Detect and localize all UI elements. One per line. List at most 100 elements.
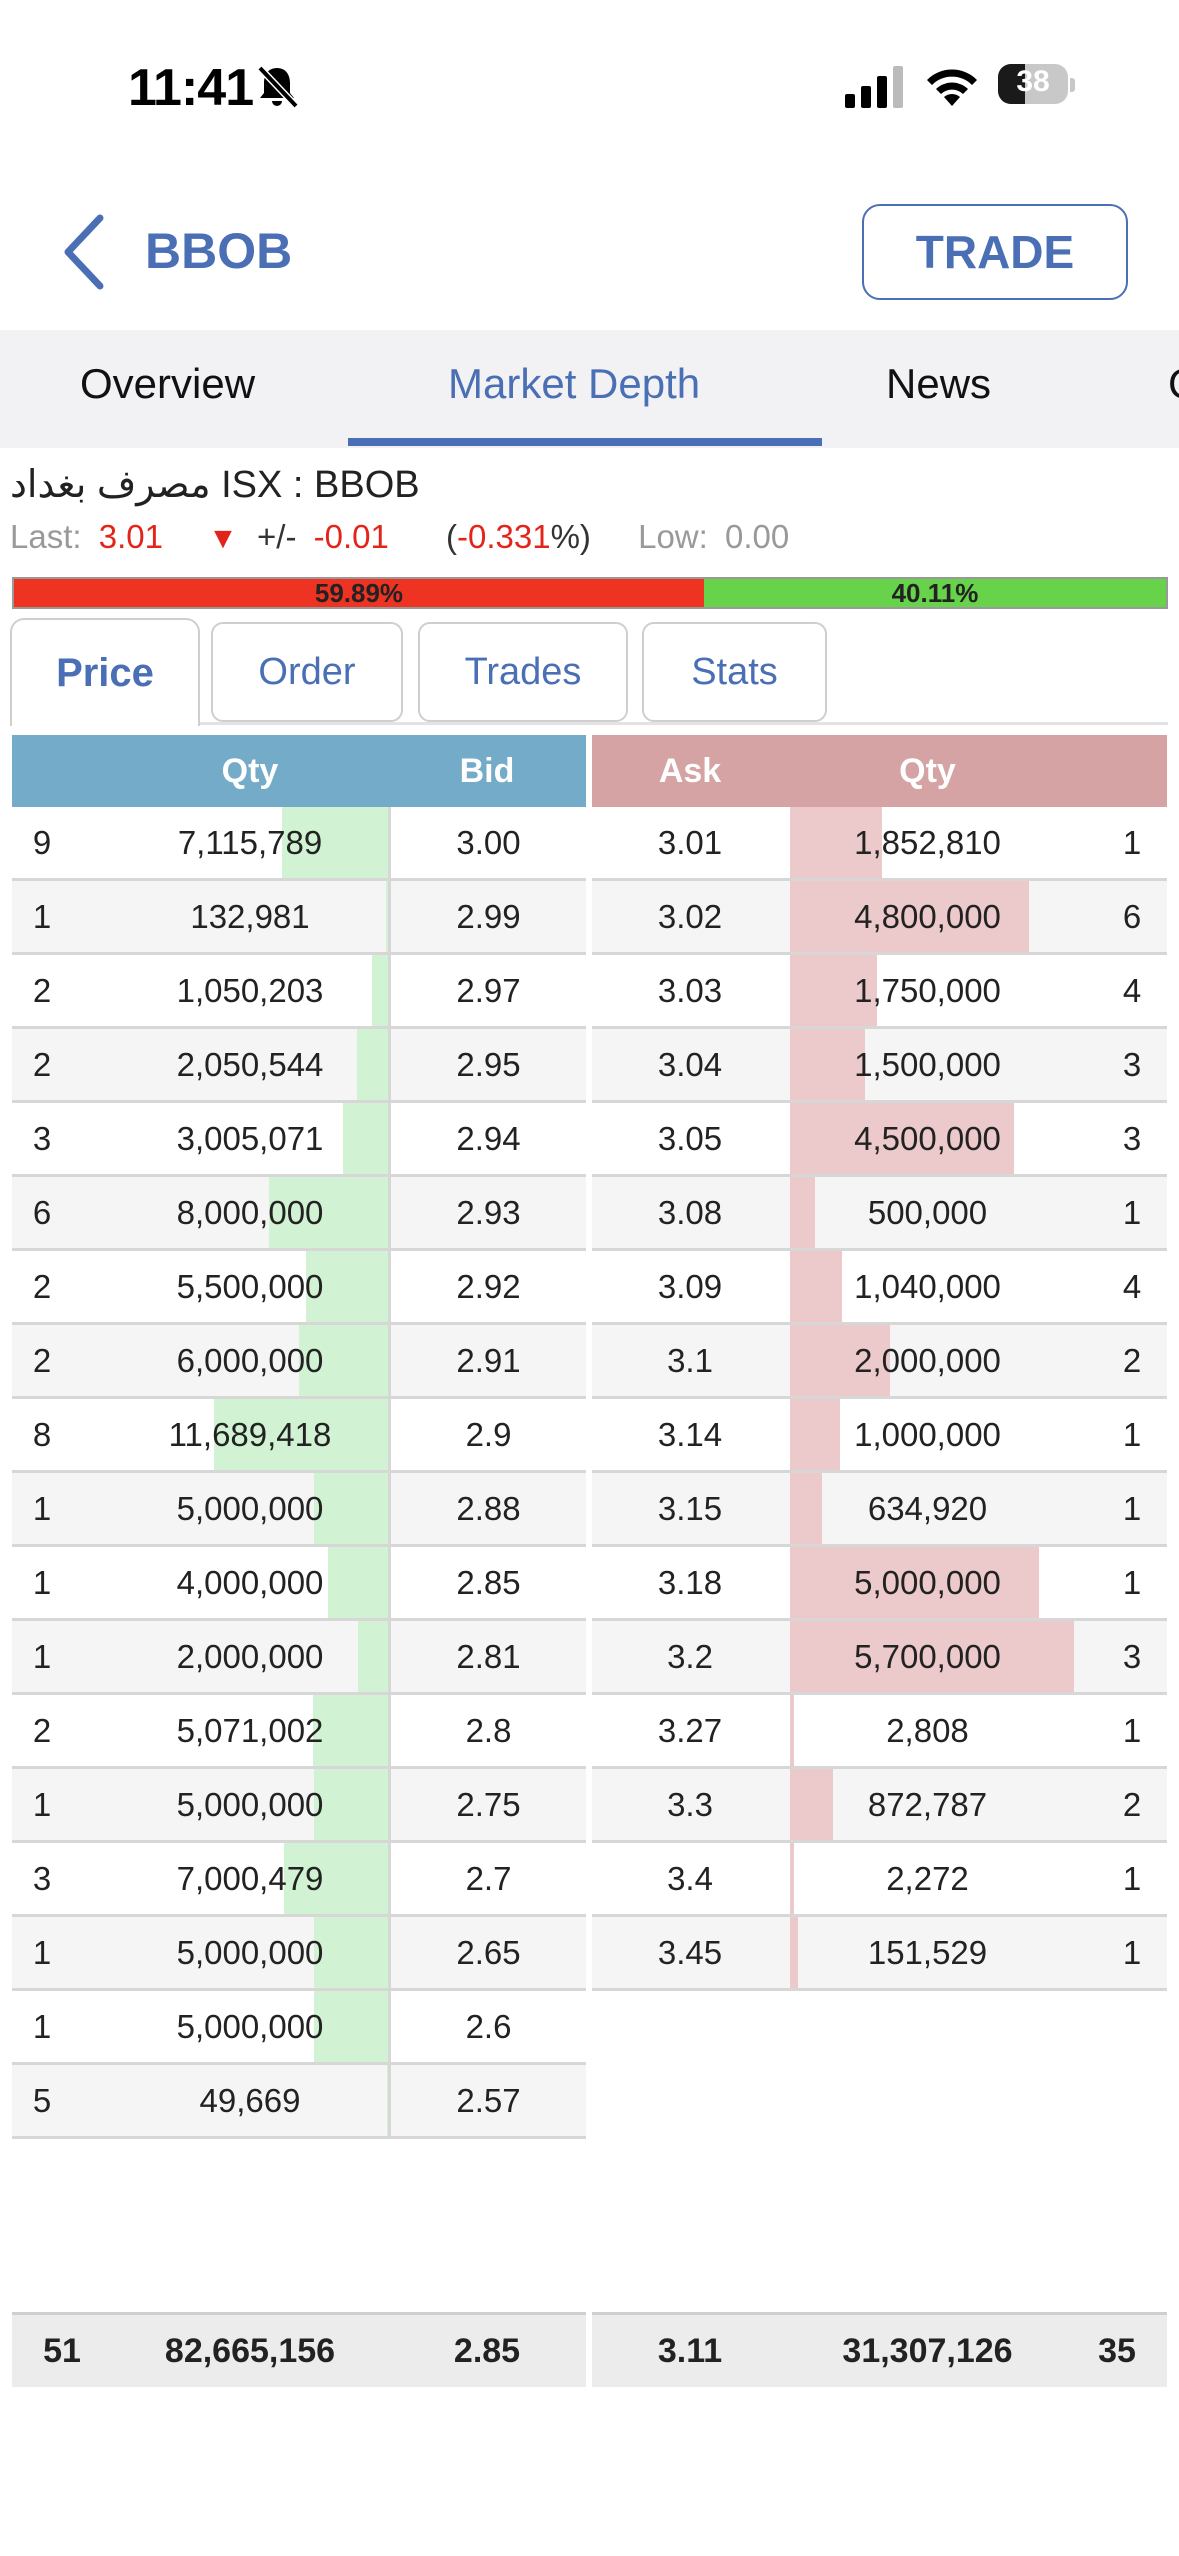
- ask-price: 3.14: [657, 1416, 723, 1453]
- tab-overview[interactable]: Overview: [80, 360, 256, 407]
- ask-price: 3.4: [667, 1860, 713, 1897]
- subtab-order[interactable]: Order: [211, 622, 403, 722]
- column-divider: [388, 1177, 391, 1248]
- bid-row: 5 49,669 2.57: [12, 2065, 586, 2139]
- ask-row: 3.02 4,800,000 6: [592, 881, 1167, 955]
- subtab-trades[interactable]: Trades: [418, 622, 628, 722]
- bid-price: 2.65: [456, 1934, 521, 1971]
- ask-price-header: Ask: [658, 752, 722, 790]
- bid-price: 2.95: [456, 1046, 521, 1083]
- bid-orders: 1: [32, 1934, 52, 1971]
- bid-depth-bar: [299, 1325, 388, 1396]
- tab-market-depth[interactable]: Market Depth: [448, 360, 701, 407]
- ask-qty: 5,700,000: [854, 1638, 1001, 1675]
- ask-qty: 151,529: [867, 1934, 988, 1971]
- bid-qty-header: Qty: [221, 752, 279, 790]
- bid-orders: 5: [32, 2082, 52, 2119]
- bid-qty: 11,689,418: [168, 1416, 332, 1453]
- down-arrow-icon: ▼: [208, 522, 238, 555]
- ask-qty: 1,500,000: [854, 1046, 1001, 1083]
- bell-slash-icon: [257, 65, 299, 109]
- bid-depth-bar: [284, 1843, 388, 1914]
- ask-price: 3.2: [667, 1638, 713, 1675]
- ask-depth-bar: [790, 1029, 865, 1100]
- tab-more[interactable]: C: [1168, 360, 1179, 408]
- bid-row: 1 2,000,000 2.81: [12, 1621, 586, 1695]
- bid-orders: 6: [32, 1194, 52, 1231]
- bid-row: 1 5,000,000 2.65: [12, 1917, 586, 1991]
- ask-orders: 3: [1122, 1120, 1142, 1157]
- ask-qty: 1,750,000: [854, 972, 1001, 1009]
- bid-row: 1 132,981 2.99: [12, 881, 586, 955]
- bid-orders: 3: [32, 1120, 52, 1157]
- bid-qty: 5,071,002: [176, 1712, 324, 1749]
- chevron-left-icon[interactable]: [60, 212, 110, 292]
- ask-orders: 1: [1122, 824, 1142, 861]
- subtab-price[interactable]: Price: [10, 618, 200, 726]
- change-value: -0.01: [313, 518, 389, 555]
- bid-price: 2.97: [456, 972, 521, 1009]
- ask-price: 3.03: [657, 972, 723, 1009]
- column-divider: [388, 881, 391, 952]
- tab-news[interactable]: News: [886, 360, 992, 407]
- bid-price: 2.57: [456, 2082, 521, 2119]
- page-title: BBOB: [145, 223, 293, 279]
- bid-qty: 8,000,000: [176, 1194, 324, 1231]
- ask-qty: 2,000,000: [854, 1342, 1001, 1379]
- bid-total-orders: 51: [43, 2332, 81, 2370]
- bid-depth-bar: [358, 1621, 388, 1692]
- ask-depth-bar: [790, 1325, 890, 1396]
- pct-close: %): [550, 518, 591, 555]
- column-divider: [388, 955, 391, 1026]
- bid-avg-price: 2.85: [453, 2332, 521, 2370]
- ask-row: 3.08 500,000 1: [592, 1177, 1167, 1251]
- ask-price: 3.27: [657, 1712, 723, 1749]
- ask-price: 3.08: [657, 1194, 723, 1231]
- bid-price: 2.92: [456, 1268, 521, 1305]
- bid-row: 3 3,005,071 2.94: [12, 1103, 586, 1177]
- ask-row: 3.4 2,272 1: [592, 1843, 1167, 1917]
- bid-price: 2.81: [456, 1638, 521, 1675]
- bid-orders: 3: [32, 1860, 52, 1897]
- column-divider: [388, 807, 391, 878]
- bid-orders: 9: [32, 824, 52, 861]
- ask-row: 3.2 5,700,000 3: [592, 1621, 1167, 1695]
- bid-row: 3 7,000,479 2.7: [12, 1843, 586, 1917]
- bid-price: 2.91: [456, 1342, 521, 1379]
- bid-qty: 5,000,000: [176, 1786, 324, 1823]
- ask-orders: 4: [1122, 1268, 1142, 1305]
- ask-row: 3.15 634,920 1: [592, 1473, 1167, 1547]
- ask-row: 3.3 872,787 2: [592, 1769, 1167, 1843]
- ask-orders: 1: [1122, 1194, 1142, 1231]
- bid-qty: 5,000,000: [176, 1934, 324, 1971]
- ask-orders: 1: [1122, 1712, 1142, 1749]
- bid-qty: 3,005,071: [176, 1120, 324, 1157]
- ask-depth-bar: [790, 1177, 815, 1248]
- ask-orders: 1: [1122, 1934, 1142, 1971]
- bid-orders: 2: [32, 1342, 52, 1379]
- column-divider: [388, 1695, 391, 1766]
- ask-qty-header: Qty: [899, 752, 956, 790]
- column-divider: [388, 1991, 391, 2062]
- ask-price: 3.02: [657, 898, 723, 935]
- column-divider: [388, 2065, 391, 2136]
- bid-orders: 1: [32, 1786, 52, 1823]
- ask-orders: 3: [1122, 1046, 1142, 1083]
- bid-row: 2 2,050,544 2.95: [12, 1029, 586, 1103]
- change-label: +/-: [257, 518, 297, 555]
- bid-orders: 2: [32, 1268, 52, 1305]
- ask-depth-bar: [790, 1251, 842, 1322]
- buy-ratio: 40.11%: [703, 578, 1166, 608]
- bid-depth-bar: [343, 1103, 388, 1174]
- bid-price: 2.93: [456, 1194, 521, 1231]
- stock-name: مصرف بغداد ISX : BBOB: [10, 464, 420, 506]
- subtab-stats[interactable]: Stats: [642, 622, 827, 722]
- ask-table-header: Ask Qty: [592, 735, 1167, 807]
- bid-orders: 1: [32, 1564, 52, 1601]
- bid-price-header: Bid: [459, 752, 515, 790]
- ask-price: 3.15: [657, 1490, 723, 1527]
- trade-button[interactable]: TRADE: [862, 204, 1128, 300]
- ask-orders: 6: [1122, 898, 1142, 935]
- bid-rows: 9 7,115,789 3.00 1 132,981 2.99 2 1,050,203 2.97…: [12, 807, 586, 2139]
- low-value: 0.00: [724, 518, 790, 555]
